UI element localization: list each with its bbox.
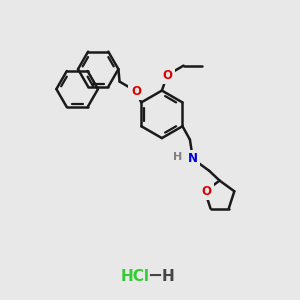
Text: H: H xyxy=(161,269,174,284)
Text: HCl: HCl xyxy=(121,269,150,284)
Text: O: O xyxy=(131,85,141,98)
Text: H: H xyxy=(173,152,183,162)
Text: O: O xyxy=(201,185,212,198)
Text: N: N xyxy=(188,152,198,165)
Text: −: − xyxy=(147,267,162,285)
Text: O: O xyxy=(162,69,172,82)
